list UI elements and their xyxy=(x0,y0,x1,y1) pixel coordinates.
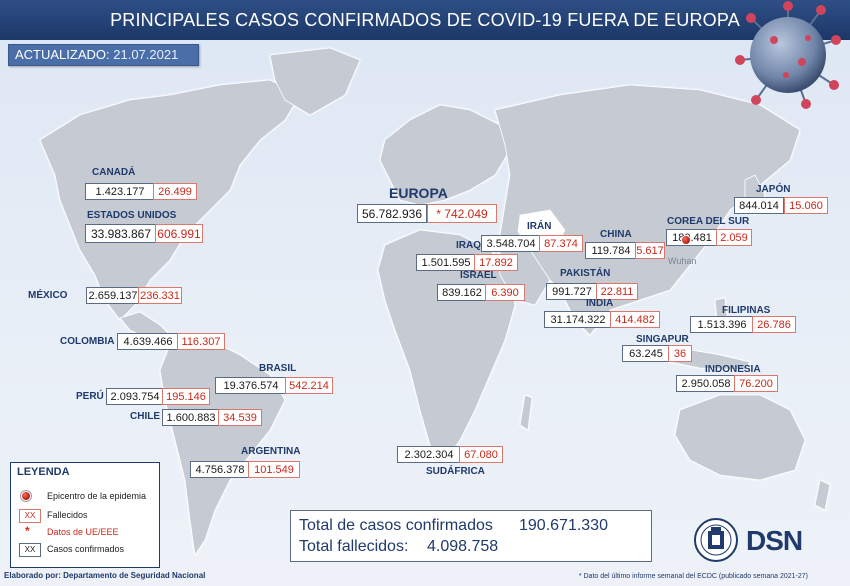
label-iran: IRÁN xyxy=(527,221,552,232)
label-peru: PERÚ xyxy=(76,391,104,402)
label-canada: CANADÁ xyxy=(92,167,136,178)
deaths-corea: 2.059 xyxy=(716,229,752,246)
europe-landmass xyxy=(379,104,511,206)
cases-brasil: 19.376.574 xyxy=(215,377,287,394)
government-seal-icon xyxy=(694,518,738,562)
cases-india: 31.174.322 xyxy=(544,311,612,328)
deaths-argentina: 101.549 xyxy=(248,461,300,478)
deaths-colombia: 116.307 xyxy=(177,333,225,350)
deaths-chile: 34.539 xyxy=(218,409,262,426)
updated-label: ACTUALIZADO: xyxy=(15,47,110,62)
deaths-iran: 87.374 xyxy=(539,235,583,252)
label-usa: ESTADOS UNIDOS xyxy=(87,210,177,221)
label-japon: JAPÓN xyxy=(756,184,791,195)
legend-eu-star-icon: * xyxy=(25,524,30,538)
deaths-usa: 606.991 xyxy=(155,224,203,243)
deaths-singapur: 36 xyxy=(668,345,692,362)
cases-sudafrica: 2.302.304 xyxy=(397,446,461,463)
dsn-logo: DSN xyxy=(746,525,803,556)
cases-japon: 844.014 xyxy=(734,197,784,214)
label-iraq: IRAQ xyxy=(456,240,481,251)
cases-china: 119.784 xyxy=(585,242,637,259)
deaths-canada: 26.499 xyxy=(153,183,197,200)
label-brasil: BRASIL xyxy=(259,363,297,374)
total-deaths-value: 4.098.758 xyxy=(427,538,499,555)
title-bar xyxy=(0,0,850,40)
page-title: PRINCIPALES CASOS CONFIRMADOS DE COVID-1… xyxy=(110,10,740,30)
cases-filipinas: 1.513.396 xyxy=(690,316,754,333)
label-singapur: SINGAPUR xyxy=(636,334,689,345)
asia-landmass xyxy=(494,84,801,336)
total-deaths-label: Total fallecidos: xyxy=(299,538,409,555)
label-sudafrica: SUDÁFRICA xyxy=(426,466,485,477)
cases-peru: 2.093.754 xyxy=(106,388,164,405)
credits-text: Elaborado por: Departamento de Seguridad… xyxy=(4,571,206,580)
north-america-landmass xyxy=(39,79,301,321)
deaths-pakistan: 22.811 xyxy=(596,283,638,300)
deaths-india: 414.482 xyxy=(610,311,660,328)
label-corea: COREA DEL SUR xyxy=(667,216,750,227)
deaths-israel: 6.390 xyxy=(485,284,525,301)
totals-panel: Total de casos confirmados 190.671.330 T… xyxy=(290,510,652,562)
cases-canada: 1.423.177 xyxy=(85,183,155,200)
deaths-mexico: 236.331 xyxy=(138,287,182,304)
legend-epicenter-label: Epicentro de la epidemia xyxy=(47,491,147,501)
total-cases-value: 190.671.330 xyxy=(519,517,608,534)
label-china: CHINA xyxy=(600,229,632,240)
deaths-japon: 15.060 xyxy=(784,197,828,214)
cases-corea: 180.481 xyxy=(666,229,718,246)
cases-colombia: 4.639.466 xyxy=(117,333,179,350)
australia-landmass xyxy=(674,394,806,481)
legend-deaths-box: XX xyxy=(19,509,41,523)
cases-argentina: 4.756.378 xyxy=(190,461,250,478)
deaths-filipinas: 26.786 xyxy=(752,316,796,333)
wuhan-label: Wuhan xyxy=(668,256,697,266)
label-chile: CHILE xyxy=(130,411,160,422)
cases-usa: 33.983.867 xyxy=(85,224,157,243)
updated-date: 21.07.2021 xyxy=(113,47,179,62)
greenland-landmass xyxy=(269,47,361,116)
updated-badge: ACTUALIZADO: 21.07.2021 xyxy=(8,44,199,66)
deaths-china: 5.617 xyxy=(635,242,665,259)
deaths-europa: * 742.049 xyxy=(427,204,497,223)
legend-deaths-label: Fallecidos xyxy=(47,510,88,520)
label-india: INDIA xyxy=(586,298,614,309)
legend-cases-box: XX xyxy=(19,543,41,557)
label-argentina: ARGENTINA xyxy=(241,446,301,457)
label-pakistan: PAKISTÁN xyxy=(560,268,611,279)
footnote-text: * Dato del último informe semanal del EC… xyxy=(578,573,808,580)
coronavirus-icon xyxy=(735,1,841,109)
cases-indonesia: 2.950.058 xyxy=(676,375,736,392)
deaths-brasil: 542.214 xyxy=(285,377,333,394)
cases-chile: 1.600.883 xyxy=(162,409,220,426)
legend-title: LEYENDA xyxy=(17,466,70,478)
label-mexico: MÉXICO xyxy=(28,290,68,301)
label-filipinas: FILIPINAS xyxy=(722,305,771,316)
legend-cases-label: Casos confirmados xyxy=(47,544,125,554)
legend: LEYENDA Epicentro de la epidemia XX Fall… xyxy=(10,462,160,568)
legend-eu-label: Datos de UE/EEE xyxy=(47,527,119,537)
label-israel: ISRAEL xyxy=(460,270,497,281)
deaths-sudafrica: 67.080 xyxy=(459,446,503,463)
label-colombia: COLOMBIA xyxy=(60,336,115,347)
madagascar-landmass xyxy=(519,394,533,431)
deaths-indonesia: 76.200 xyxy=(734,375,778,392)
total-cases-label: Total de casos confirmados xyxy=(299,517,493,534)
deaths-iraq: 17.892 xyxy=(474,254,518,271)
legend-epicenter-icon xyxy=(21,491,31,501)
cases-europa: 56.782.936 xyxy=(357,204,427,223)
cases-mexico: 2.659.137 xyxy=(86,287,140,304)
epicenter-marker xyxy=(681,235,691,245)
cases-singapur: 63.245 xyxy=(622,345,670,362)
label-indonesia: INDONESIA xyxy=(705,364,761,375)
cases-israel: 839.162 xyxy=(437,284,487,301)
new-zealand-landmass xyxy=(814,479,831,511)
label-europa: EUROPA xyxy=(389,185,448,201)
cases-iraq: 1.501.595 xyxy=(416,254,476,271)
cases-iran: 3.548.704 xyxy=(481,235,541,252)
deaths-peru: 195.146 xyxy=(162,388,210,405)
